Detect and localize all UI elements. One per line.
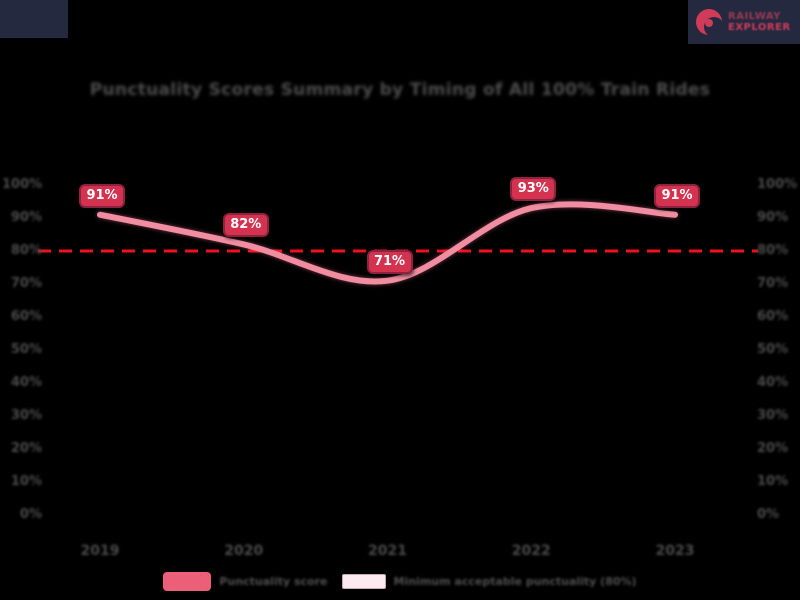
- legend-item-series[interactable]: Punctuality score: [163, 572, 328, 591]
- y-axis-tick-left: 10%: [10, 474, 42, 489]
- y-axis-tick-left: 60%: [10, 309, 42, 324]
- legend-swatch-series: [163, 572, 212, 591]
- legend-item-threshold[interactable]: Minimum acceptable punctuality (80%): [341, 574, 637, 589]
- y-axis-tick-right: 40%: [757, 375, 789, 390]
- brand-name-line1: RAILWAY: [728, 11, 781, 22]
- y-axis-tick-right: 30%: [757, 408, 789, 423]
- y-axis-tick-right: 90%: [757, 210, 789, 225]
- legend-swatch-threshold: [341, 574, 386, 589]
- brand-name: RAILWAY EXPLORER: [728, 11, 791, 33]
- legend-label-series: Punctuality score: [219, 575, 328, 588]
- y-axis-tick-left: 0%: [19, 507, 42, 522]
- y-axis-tick-right: 20%: [757, 441, 789, 456]
- chart-title: Punctuality Scores Summary by Timing of …: [89, 80, 711, 100]
- brand-name-line2: EXPLORER: [728, 22, 791, 33]
- data-point-label: 82%: [222, 213, 269, 238]
- data-point-label: 93%: [510, 177, 557, 202]
- y-axis-tick-right: 80%: [757, 243, 789, 258]
- y-axis-tick-right: 0%: [757, 507, 780, 522]
- y-axis-tick-left: 50%: [10, 342, 42, 357]
- y-axis-tick-left: 100%: [2, 177, 43, 192]
- brand-logo: RAILWAY EXPLORER: [688, 0, 800, 44]
- y-axis-tick-right: 50%: [757, 342, 789, 357]
- y-axis-tick-right: 10%: [757, 474, 789, 489]
- y-axis-tick-left: 80%: [10, 243, 42, 258]
- legend-label-threshold: Minimum acceptable punctuality (80%): [393, 575, 637, 588]
- y-axis-tick-left: 20%: [10, 441, 42, 456]
- data-point-label: 91%: [654, 183, 700, 208]
- y-axis-tick-left: 30%: [10, 408, 42, 423]
- y-axis-tick-right: 60%: [757, 309, 789, 324]
- y-axis-tick-left: 90%: [10, 210, 42, 225]
- x-axis-tick: 2022: [511, 543, 551, 559]
- data-point-label: 91%: [79, 183, 125, 208]
- y-axis-tick-left: 70%: [10, 276, 42, 291]
- x-axis-tick: 2021: [368, 543, 407, 559]
- corner-accent-block: [0, 0, 68, 38]
- brand-circle-icon: [696, 9, 724, 37]
- x-axis-tick: 2023: [655, 543, 695, 559]
- y-axis-tick-right: 100%: [757, 177, 798, 192]
- x-axis-tick: 2019: [80, 543, 120, 559]
- y-axis-tick-left: 40%: [10, 375, 42, 390]
- y-axis-tick-right: 70%: [757, 276, 789, 291]
- x-axis-tick: 2020: [224, 543, 264, 559]
- data-point-label: 71%: [366, 249, 413, 274]
- chart-legend: Punctuality score Minimum acceptable pun…: [0, 572, 800, 591]
